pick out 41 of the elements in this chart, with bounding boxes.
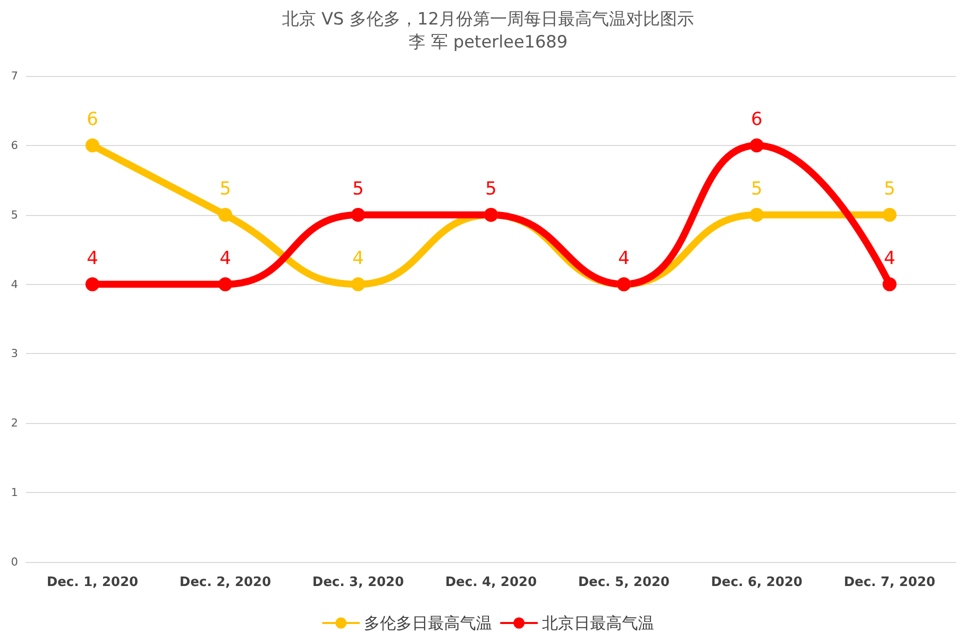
chart-subtitle: 李 军 peterlee1689 (408, 32, 568, 52)
data-label: 4 (220, 248, 232, 269)
x-tick-label: Dec. 3, 2020 (312, 575, 404, 590)
data-label: 4 (884, 248, 896, 269)
point (218, 277, 232, 292)
data-label: 5 (884, 178, 896, 200)
y-tick-label: 2 (11, 416, 18, 430)
point (85, 138, 100, 152)
legend-label: 北京日最高气温 (542, 614, 654, 632)
y-tick-label: 5 (11, 208, 18, 222)
y-tick-label: 4 (11, 278, 18, 291)
y-tick-label: 1 (11, 486, 18, 500)
data-label: 6 (86, 108, 98, 130)
data-label: 5 (220, 178, 232, 200)
x-tick-label: Dec. 6, 2020 (710, 575, 802, 590)
chart-title: 北京 VS 多伦多，12月份第一周每日最高气温对比图示 (282, 10, 694, 30)
x-tick-label: Dec. 7, 2020 (844, 575, 936, 590)
point (882, 208, 897, 222)
point (351, 208, 366, 222)
x-tick-label: Dec. 1, 2020 (46, 575, 138, 590)
data-label: 5 (750, 178, 762, 200)
point (750, 208, 764, 222)
point (218, 208, 232, 222)
x-tick-label: Dec. 2, 2020 (180, 575, 272, 590)
point (85, 277, 100, 292)
x-tick-label: Dec. 4, 2020 (445, 575, 537, 590)
data-label: 4 (618, 248, 630, 269)
x-tick-label: Dec. 5, 2020 (578, 575, 670, 590)
point (882, 277, 897, 292)
data-label: 4 (86, 248, 98, 269)
y-tick-label: 6 (11, 138, 18, 152)
data-label: 5 (485, 178, 497, 200)
legend-label: 多伦多日最高气温 (364, 614, 492, 632)
data-label: 6 (750, 108, 762, 130)
point (351, 277, 366, 292)
data-label: 5 (352, 178, 364, 200)
point (750, 138, 764, 152)
data-label: 4 (352, 248, 364, 269)
y-tick-label: 7 (11, 70, 18, 82)
y-tick-label: 3 (11, 347, 18, 360)
y-tick-label: 0 (11, 556, 18, 568)
